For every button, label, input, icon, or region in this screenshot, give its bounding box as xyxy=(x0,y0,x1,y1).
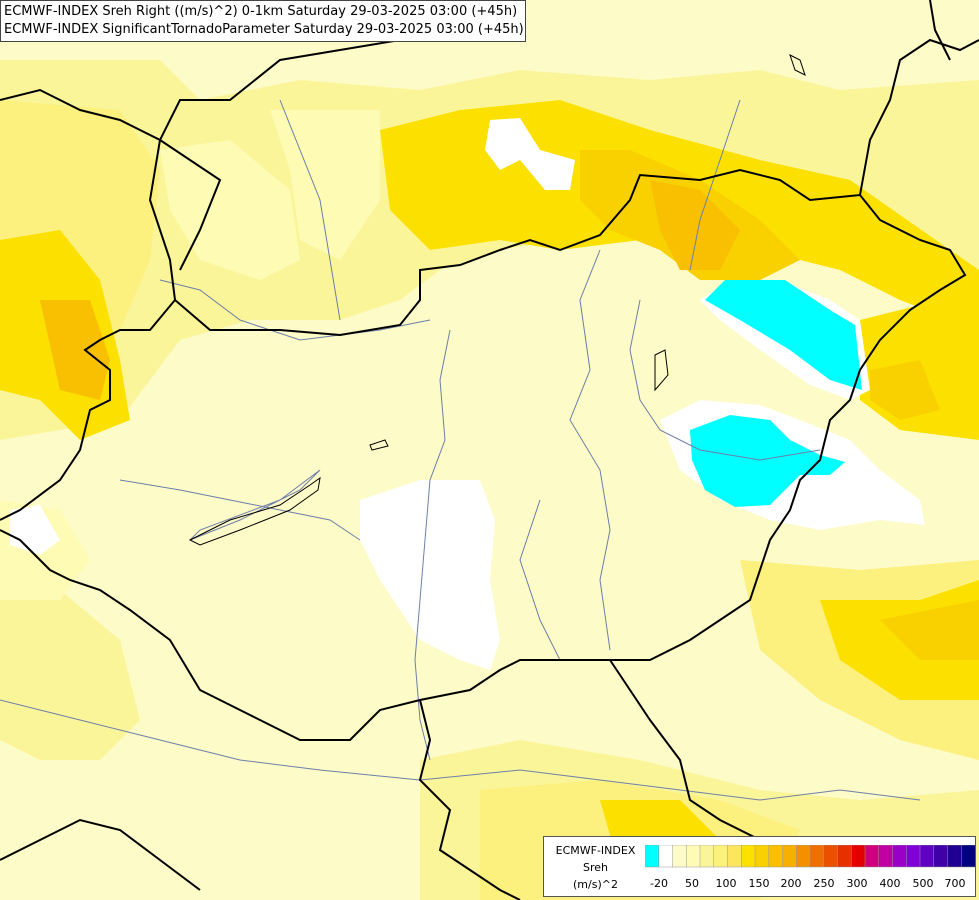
legend-swatch xyxy=(796,845,811,868)
legend-swatch xyxy=(672,845,687,868)
legend-swatch xyxy=(947,845,962,868)
legend-tick-label: 50 xyxy=(685,877,699,890)
legend-tick-label: 300 xyxy=(846,877,868,890)
title-line-2: ECMWF-INDEX SignificantTornadoParameter … xyxy=(4,22,524,37)
map-title-box: ECMWF-INDEX Sreh Right ((m/s)^2) 0-1km S… xyxy=(0,0,526,42)
legend-tick-labels: -20 50 100 150 200 250 300 400 500 700 xyxy=(645,877,975,891)
legend-swatch xyxy=(864,845,880,868)
legend-swatch xyxy=(768,845,784,868)
legend-tick-label: 400 xyxy=(879,877,901,890)
legend-tick-label: 250 xyxy=(813,877,835,890)
legend-tick-label: 150 xyxy=(748,877,770,890)
legend-swatch xyxy=(754,845,770,868)
legend-tick-label: -20 xyxy=(650,877,668,890)
legend-swatch xyxy=(741,845,756,868)
legend-tick-label: 100 xyxy=(715,877,737,890)
legend-swatch xyxy=(933,845,949,868)
legend-tick-label: 700 xyxy=(944,877,966,890)
legend-swatch xyxy=(919,845,935,868)
lakes xyxy=(188,54,806,546)
legend-tick-label: 200 xyxy=(780,877,802,890)
low-sreh-areas xyxy=(10,118,925,670)
legend-param: Sreh xyxy=(582,861,608,874)
legend-swatch xyxy=(851,845,866,868)
legend-swatch xyxy=(892,845,907,868)
legend-swatch xyxy=(727,845,742,868)
legend-swatch xyxy=(809,845,825,868)
legend-swatch xyxy=(699,845,715,868)
legend-tick-label: 500 xyxy=(912,877,934,890)
legend-swatch xyxy=(658,845,674,868)
color-legend: ECMWF-INDEX Sreh (m/s)^2 -20 50 100 150 200 2… xyxy=(543,836,976,897)
legend-unit: (m/s)^2 xyxy=(573,878,618,891)
legend-color-bar xyxy=(645,845,975,868)
title-line-1: ECMWF-INDEX Sreh Right ((m/s)^2) 0-1km S… xyxy=(4,4,518,19)
rivers xyxy=(0,99,921,801)
legend-swatch xyxy=(837,845,852,868)
legend-swatch xyxy=(878,845,894,868)
legend-source: ECMWF-INDEX xyxy=(555,844,636,857)
legend-swatch xyxy=(686,845,701,868)
legend-swatch xyxy=(906,845,921,868)
legend-swatch xyxy=(645,845,660,868)
legend-swatch xyxy=(782,845,797,868)
legend-swatch xyxy=(961,845,975,868)
legend-swatch xyxy=(713,845,729,868)
legend-swatch xyxy=(823,845,839,868)
